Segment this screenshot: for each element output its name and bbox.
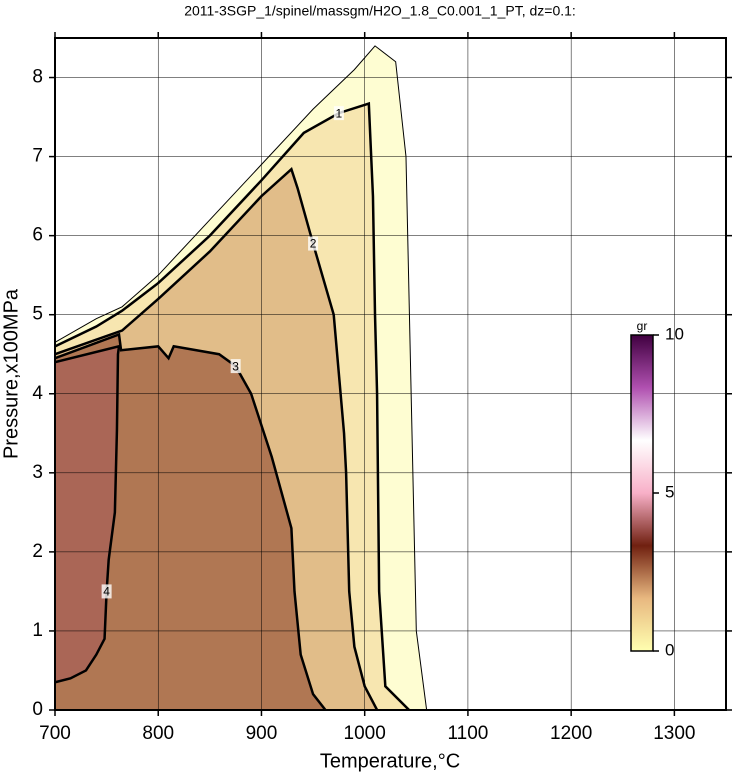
chart-title: 2011-3SGP_1/spinel/massgm/H2O_1.8_C0.001… [184, 3, 576, 19]
x-tick-label: 700 [39, 723, 71, 744]
x-tick-label: 1300 [653, 723, 695, 744]
x-tick-label: 1200 [550, 723, 592, 744]
colorbar-tick-label: 0 [665, 640, 674, 659]
y-tick-label: 1 [32, 620, 43, 641]
colorbar-tick-label: 5 [665, 482, 674, 501]
x-tick-label: 900 [246, 723, 278, 744]
x-axis-label: Temperature,°C [320, 750, 460, 772]
x-tick-label: 800 [142, 723, 174, 744]
contour-label-bg [333, 106, 344, 121]
contour-label-bg [308, 236, 319, 251]
contour-label: 2 [310, 237, 317, 251]
contour-line [55, 344, 121, 684]
plot-area: 1 2 3 4 [55, 38, 726, 710]
contour-fill [55, 334, 326, 710]
contour-fill [55, 346, 120, 710]
contour-label-bg [230, 359, 241, 374]
contour-label: 4 [103, 585, 110, 599]
x-tick-label: 1100 [447, 723, 488, 744]
y-tick-label: 4 [32, 383, 43, 404]
y-tick-label: 8 [32, 67, 43, 88]
y-tick-label: 2 [32, 541, 43, 562]
x-tick-label: 1000 [344, 723, 386, 744]
colorbar-tick-label: 10 [665, 324, 684, 343]
y-tick-label: 5 [32, 304, 43, 325]
y-tick-label: 6 [32, 225, 43, 246]
y-tick-label: 3 [32, 462, 43, 483]
y-tick-label: 7 [32, 146, 43, 167]
y-tick-label: 0 [32, 699, 43, 720]
colorbar-label: gr [637, 319, 648, 333]
contour-label-bg [101, 584, 112, 599]
colorbar [630, 334, 654, 652]
contour-label: 1 [336, 106, 343, 120]
plot-frame [54, 37, 727, 711]
contour-line [55, 45, 428, 710]
contour-label: 3 [232, 359, 239, 373]
y-axis-label: Pressure,x100MPa [0, 288, 22, 459]
